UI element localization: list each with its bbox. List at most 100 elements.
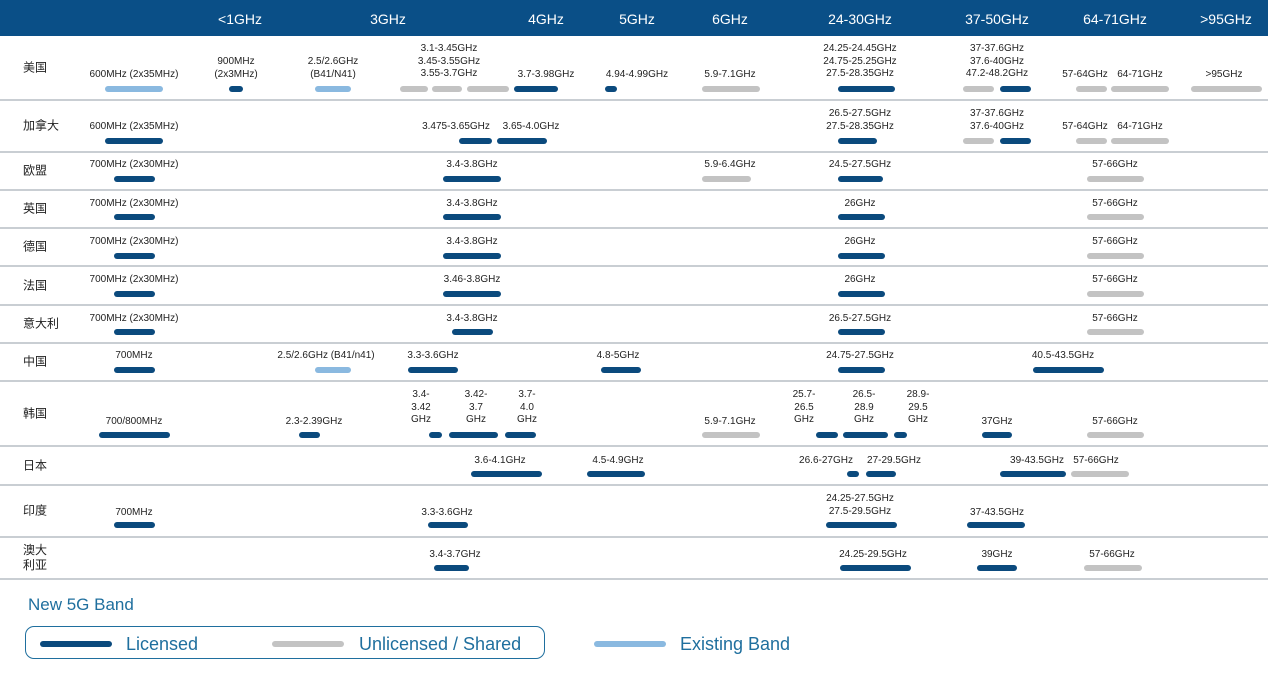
- legend-label-licensed: Licensed: [126, 634, 199, 654]
- band-label: 26.5-27.5GHz: [828, 313, 892, 324]
- band-bar-licensed: [497, 138, 547, 144]
- band-bar-licensed: [114, 176, 155, 182]
- band-bar-existing: [105, 86, 163, 92]
- band-label: 5.9-6.4GHz: [704, 159, 756, 170]
- band-bar-licensed: [838, 86, 895, 92]
- band-label: 37-37.6GHz 37.6-40GHz 47.2-48.2GHz: [965, 43, 1029, 79]
- band-label: 3.475-3.65GHz: [422, 121, 490, 132]
- band-label: 24.5-27.5GHz: [828, 159, 892, 170]
- country-label-china: 中国: [23, 354, 48, 369]
- country-label-usa: 美国: [23, 60, 48, 75]
- row-separator: [0, 536, 1268, 538]
- country-label-france: 法国: [23, 278, 48, 292]
- country-label-canada: 加拿大: [23, 118, 60, 133]
- band-label: >95GHz: [1205, 69, 1243, 80]
- band-label: 700MHz (2x30MHz): [89, 159, 179, 170]
- band-bar-licensed: [843, 432, 888, 438]
- band-label: 700MHz (2x30MHz): [89, 313, 179, 324]
- band-label: 37-43.5GHz: [970, 507, 1024, 518]
- band-bar-shared: [702, 86, 760, 92]
- band-label: 24.75-27.5GHz: [826, 350, 894, 361]
- band-bar-licensed: [840, 565, 911, 571]
- band-bar-existing: [315, 86, 351, 92]
- band-label: 39GHz: [981, 549, 1013, 560]
- band-bar-licensed: [105, 138, 163, 144]
- band-label: 600MHz (2x35MHz): [89, 69, 179, 80]
- band-label: 26GHz: [844, 236, 876, 247]
- row-separator: [0, 578, 1268, 580]
- band-label: 39-43.5GHz: [1010, 455, 1064, 466]
- header-col-lt1ghz: <1GHz: [218, 11, 262, 27]
- band-label: 4.5-4.9GHz: [592, 455, 644, 466]
- band-bar-licensed: [99, 432, 170, 438]
- band-bar-licensed: [114, 329, 155, 335]
- band-label: 57-64GHz: [1062, 69, 1108, 80]
- row-separator: [0, 342, 1268, 344]
- band-label: 24.25-29.5GHz: [839, 549, 907, 560]
- band-bar-licensed: [443, 176, 501, 182]
- band-bar-shared: [1087, 329, 1144, 335]
- legend-swatch-existing: [594, 641, 666, 647]
- band-bar-licensed: [429, 432, 442, 438]
- band-bar-licensed: [114, 522, 155, 528]
- band-bar-licensed: [114, 253, 155, 259]
- band-label: 3.4-3.8GHz: [446, 313, 498, 324]
- band-bar-licensed: [114, 367, 155, 373]
- band-bar-licensed: [826, 522, 897, 528]
- band-label: 3.7-3.98GHz: [517, 69, 575, 80]
- band-bar-licensed: [1000, 86, 1031, 92]
- country-label-korea: 韩国: [23, 406, 48, 420]
- band-label: 57-66GHz: [1092, 416, 1138, 427]
- band-label: 3.3-3.6GHz: [407, 350, 459, 361]
- band-bar-shared: [1076, 138, 1107, 144]
- country-label-india: 印度: [23, 503, 48, 518]
- band-bar-licensed: [838, 176, 883, 182]
- row-separator: [0, 484, 1268, 486]
- band-label: 57-66GHz: [1092, 236, 1138, 247]
- band-label: 3.1-3.45GHz 3.45-3.55GHz 3.55-3.7GHz: [417, 43, 481, 79]
- country-label-eu: 欧盟: [23, 163, 48, 178]
- legend-label-existing: Existing Band: [680, 634, 791, 654]
- band-label: 24.25-24.45GHz 24.75-25.25GHz 27.5-28.35…: [823, 43, 897, 79]
- band-label: 3.42- 3.7 GHz: [464, 389, 488, 425]
- band-bar-licensed: [428, 522, 468, 528]
- band-label: 37-37.6GHz 37.6-40GHz: [970, 108, 1024, 132]
- header-col-4ghz: 4GHz: [528, 11, 564, 27]
- band-bar-licensed: [443, 253, 501, 259]
- header-col-64-71ghz: 64-71GHz: [1083, 11, 1147, 27]
- band-label: 3.7- 4.0 GHz: [517, 389, 537, 425]
- band-bar-licensed: [443, 214, 501, 220]
- band-label: 700MHz (2x30MHz): [89, 274, 179, 285]
- band-label: 57-66GHz: [1092, 274, 1138, 285]
- band-label: 57-66GHz: [1089, 549, 1135, 560]
- band-bar-licensed: [299, 432, 320, 438]
- row-separator: [0, 189, 1268, 191]
- band-bar-licensed: [816, 432, 838, 438]
- band-label: 3.46-3.8GHz: [443, 274, 501, 285]
- band-bar-shared: [400, 86, 428, 92]
- band-bar-licensed: [866, 471, 896, 477]
- legend-title: New 5G Band: [28, 595, 134, 614]
- legend-box: [25, 626, 545, 659]
- band-bar-shared: [1087, 291, 1144, 297]
- legend-swatch-licensed: [40, 641, 112, 647]
- band-label: 26.6-27GHz: [799, 455, 853, 466]
- band-bar-licensed: [229, 86, 243, 92]
- header-col-3ghz: 3GHz: [370, 11, 406, 27]
- band-bar-licensed: [605, 86, 617, 92]
- band-label: 3.4-3.8GHz: [446, 236, 498, 247]
- row-separator: [0, 380, 1268, 382]
- band-label: 2.5/2.6GHz (B41/N41): [307, 56, 359, 80]
- band-label: 3.4- 3.42 GHz: [411, 389, 431, 425]
- band-bar-licensed: [443, 291, 501, 297]
- band-label: 700MHz (2x30MHz): [89, 198, 179, 209]
- band-label: 57-64GHz: [1062, 121, 1108, 132]
- band-bar-licensed: [894, 432, 907, 438]
- band-bar-licensed: [408, 367, 458, 373]
- band-bar-licensed: [1000, 138, 1031, 144]
- band-bar-licensed: [434, 565, 469, 571]
- band-bar-shared: [702, 432, 760, 438]
- band-label: 700MHz: [115, 507, 153, 518]
- band-label: 900MHz (2x3MHz): [214, 56, 258, 80]
- band-label: 3.4-3.8GHz: [446, 198, 498, 209]
